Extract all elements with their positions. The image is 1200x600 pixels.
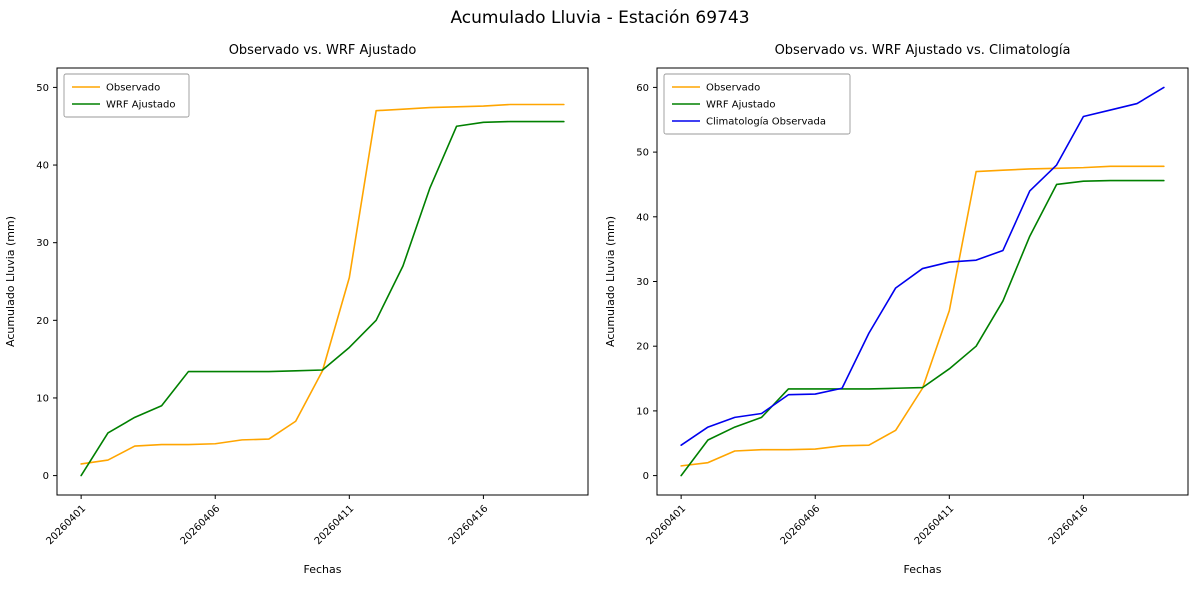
y-tick-label: 20 [36, 316, 49, 327]
y-tick-label: 30 [36, 238, 49, 249]
y-axis-label: Acumulado Lluvia (mm) [604, 216, 617, 347]
y-tick-label: 10 [636, 406, 649, 417]
left-subplot: Observado vs. WRF Ajustado 0 10 20 30 40 50 202… [0, 32, 600, 600]
y-tick-label: 60 [636, 83, 649, 94]
x-tick-label: 20260411 [313, 503, 357, 547]
y-tick-label: 50 [636, 148, 649, 159]
right-subplot: Observado vs. WRF Ajustado vs. Climatolo… [600, 32, 1200, 600]
legend-label: WRF Ajustado [706, 100, 775, 111]
y-tick-label: 50 [36, 83, 49, 94]
legend-label: Observado [106, 83, 160, 94]
x-tick-label: 20260416 [447, 503, 491, 547]
x-tick-label: 20260406 [179, 503, 223, 547]
series-line-wrf-ajustado [80, 120, 565, 477]
left-chart: Observado vs. WRF Ajustado 0 10 20 30 40 50 202… [4, 43, 589, 576]
subplot-title: Observado vs. WRF Ajustado vs. Climatolo… [775, 43, 1071, 58]
x-tick-label: 20260401 [644, 503, 688, 547]
right-chart: Observado vs. WRF Ajustado vs. Climatolo… [604, 43, 1189, 576]
series-line-climatología-observada [680, 86, 1165, 446]
subplots-row: Observado vs. WRF Ajustado 0 10 20 30 40 50 202… [0, 32, 1200, 600]
legend-label: WRF Ajustado [106, 100, 175, 111]
legend: Observado WRF Ajustado Climatología Observ… [663, 73, 851, 135]
legend: Observado WRF Ajustado [63, 73, 190, 118]
y-tick-label: 30 [636, 277, 649, 288]
legend-box [663, 73, 851, 135]
plot-frame [56, 67, 589, 496]
y-axis-label: Acumulado Lluvia (mm) [4, 216, 17, 347]
y-tick-label: 40 [636, 212, 649, 223]
y-tick-label: 40 [36, 161, 49, 172]
x-tick-label: 20260406 [779, 503, 823, 547]
x-tick-label: 20260401 [44, 503, 88, 547]
x-axis-label: Fechas [904, 563, 942, 576]
y-tick-label: 0 [643, 471, 649, 482]
x-tick-label: 20260411 [913, 503, 957, 547]
subplot-title: Observado vs. WRF Ajustado [229, 43, 417, 58]
y-tick-label: 10 [36, 393, 49, 404]
x-tick-label: 20260416 [1047, 503, 1091, 547]
legend-label: Observado [706, 83, 760, 94]
series-line-wrf-ajustado [680, 179, 1165, 477]
y-tick-label: 0 [43, 471, 49, 482]
legend-box [63, 73, 190, 118]
y-tick-label: 20 [636, 342, 649, 353]
x-axis-label: Fechas [304, 563, 342, 576]
legend-label: Climatología Observada [706, 116, 826, 128]
figure-title: Acumulado Lluvia - Estación 69743 [450, 8, 750, 28]
